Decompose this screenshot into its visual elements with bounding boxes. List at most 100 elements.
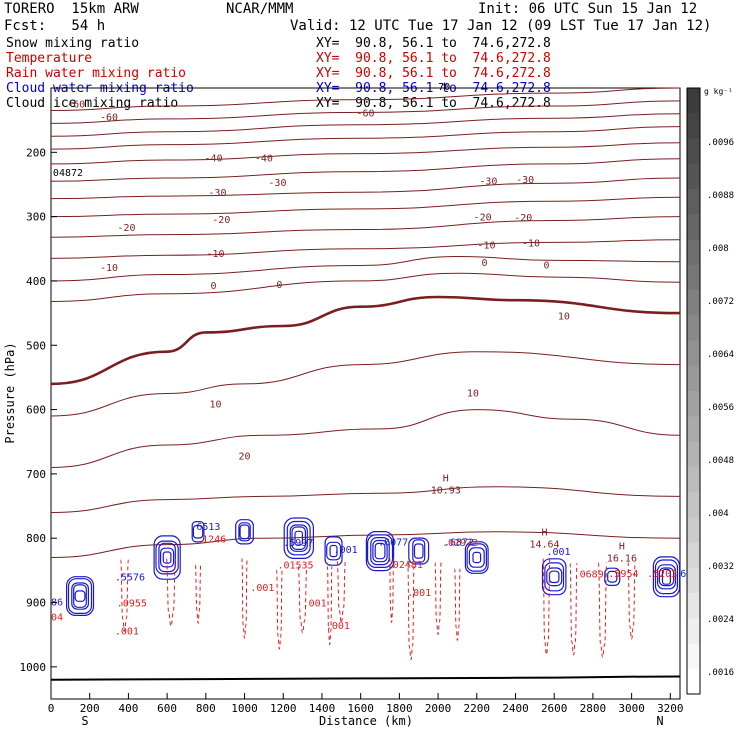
y-tick-label: 500: [26, 339, 46, 352]
colorbar-cell: [687, 492, 700, 518]
cloud-water-label: .001: [334, 545, 358, 556]
temperature-contour-m30: [50, 177, 681, 200]
cloud-water-contour: [239, 524, 250, 540]
temperature-contour-10: [50, 409, 681, 468]
rain-label: .02972: [442, 538, 478, 549]
rain-label: .01535: [277, 560, 313, 571]
north-label: N: [656, 714, 663, 728]
colorbar-cell: [687, 340, 700, 367]
x-tick-label: 200: [80, 702, 100, 715]
snow-label: 04872: [53, 168, 83, 179]
section-temperature: XY= 90.8, 56.1 to 74.6,272.8: [316, 51, 551, 66]
cloud-water-label: .5997: [283, 538, 313, 549]
valid-time: Valid: 12 UTC Tue 17 Jan 12 (09 LST Tue …: [290, 18, 712, 34]
rain-contour: [454, 568, 461, 641]
rain-contour: [276, 569, 283, 650]
y-axis-title: Pressure (hPa): [3, 342, 17, 443]
cloud-water-contour: [544, 562, 565, 592]
cloud-water-contour: [468, 547, 485, 568]
cloud-water-contour: [412, 539, 426, 563]
cloud-water-contour: [652, 556, 681, 598]
cloud-water-contour: [67, 578, 93, 615]
colorbar-cell: [687, 290, 700, 316]
cloud-water-contour: [73, 584, 87, 608]
cloud-water-contour: [413, 543, 424, 559]
colorbar-cell: [687, 264, 700, 291]
temperature-contour-m25: [50, 196, 681, 218]
cloud-water-contours: [65, 517, 681, 617]
cloud-water-contour: [661, 568, 672, 585]
cloud-water-contour: [74, 590, 86, 602]
colorbar-tick-label: .008: [707, 244, 729, 254]
colorbar-cell: [687, 441, 700, 468]
high-value: 10.93: [431, 485, 461, 496]
model-title: TORERO 15km ARW: [4, 1, 139, 17]
cloud-water-contour: [604, 567, 621, 587]
cloud-water-contour: [466, 543, 488, 572]
colorbar-cell: [687, 365, 700, 392]
x-tick-label: 1200: [270, 702, 297, 715]
colorbar-tick-label: .0072: [707, 297, 734, 307]
cloud-water-label: 86: [51, 598, 63, 609]
colorbar-cell: [687, 214, 700, 240]
x-tick-label: 0: [48, 702, 55, 715]
temperature-contour-m10: [50, 255, 681, 282]
rain-label: .001: [115, 627, 139, 638]
field-temperature-label: Temperature: [6, 51, 93, 66]
rain-contour: [434, 562, 442, 635]
temperature-label: 0: [276, 280, 282, 291]
colorbar-cell: [687, 618, 700, 644]
cloud-water-contour: [283, 517, 315, 560]
cloud-water-contour: [656, 564, 676, 590]
temperature-label: 10: [209, 399, 221, 410]
rain-contour: [569, 562, 578, 656]
colorbar-cell: [687, 517, 700, 543]
x-axis-title: Distance (km): [319, 714, 413, 728]
x-tick-label: 3200: [657, 702, 684, 715]
cloud-water-contour: [192, 524, 204, 539]
temperature-label: -20: [117, 223, 135, 234]
temperature-contour-m35: [50, 158, 681, 182]
cloud-water-contour: [329, 544, 338, 558]
cloud-water-label: .674: [674, 569, 698, 580]
rain-contour: [166, 558, 176, 627]
cloud-water-contour: [326, 541, 342, 561]
temperature-label: -30: [516, 175, 534, 186]
temperature-label: 0: [482, 258, 488, 269]
rain-label: .001: [303, 598, 327, 609]
cloud-water-contour: [548, 570, 560, 584]
rain-contour: [542, 557, 551, 656]
cloud-water-contour: [324, 536, 343, 566]
rain-contour: [327, 565, 333, 646]
rain-contour: [194, 564, 202, 624]
temperature-contour-15: [50, 486, 681, 513]
high-marker: H: [542, 527, 548, 538]
cloud-water-contour: [367, 534, 394, 568]
rain-label: .1246: [196, 535, 226, 546]
rain-label: .02481: [387, 560, 423, 571]
cloud-water-label: .6513: [190, 522, 220, 533]
colorbar-tick-label: .0064: [707, 350, 734, 360]
temperature-contour-0: [50, 295, 681, 386]
rain-label: .0955: [117, 598, 147, 609]
temperature-label: -10: [100, 263, 118, 274]
rain-contour: [336, 561, 346, 624]
x-tick-label: 1000: [231, 702, 258, 715]
cloud-water-contour: [408, 537, 430, 565]
init-time: Init: 06 UTC Sun 15 Jan 12: [478, 1, 698, 17]
temperature-label: -10: [522, 239, 540, 250]
high-value: 16.16: [607, 554, 637, 565]
temperature-label: -60: [100, 113, 118, 124]
temperature-label: 10: [558, 311, 570, 322]
high-marker: H: [443, 473, 449, 484]
y-tick-label: 300: [26, 211, 46, 224]
colorbar-cell: [687, 113, 700, 139]
temperature-label: -20: [474, 212, 492, 223]
y-tick-label: 800: [26, 532, 46, 545]
x-tick-label: 1600: [347, 702, 374, 715]
cloud-water-contour: [472, 551, 482, 564]
cloud-water-contour: [607, 570, 618, 583]
cloud-water-contour: [235, 519, 254, 545]
rain-contour: [627, 561, 636, 640]
